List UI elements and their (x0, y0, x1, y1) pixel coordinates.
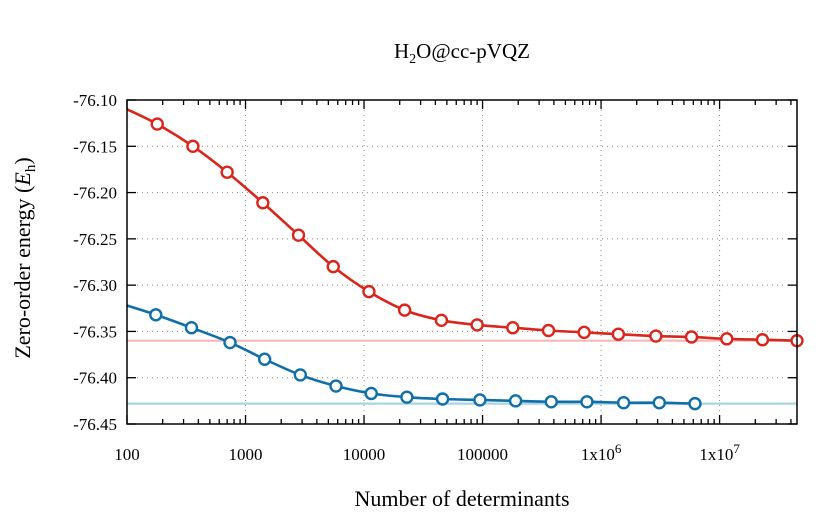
data-point (755, 333, 770, 347)
ylabel-subscript: h (23, 164, 39, 172)
data-point (470, 318, 484, 332)
data-point (434, 313, 449, 328)
x-tick-exponent: 6 (615, 441, 622, 456)
title-subscript: 2 (409, 52, 416, 67)
ticks (126, 99, 797, 425)
series-line (126, 108, 798, 342)
data-point (397, 303, 412, 317)
data-point (649, 329, 663, 343)
data-point (184, 321, 199, 335)
data-point (688, 396, 702, 411)
data-point (150, 117, 164, 131)
data-point (364, 386, 378, 401)
data-point (223, 335, 237, 350)
series-line (126, 304, 696, 405)
ylabel-italic: E (10, 172, 35, 187)
grid (127, 100, 797, 424)
y-tick-label: -76.20 (73, 184, 117, 203)
x-tick-label: 1000 (229, 445, 263, 464)
data-point (293, 368, 308, 382)
y-tick-label: -76.10 (73, 91, 117, 110)
data-point (220, 165, 234, 179)
y-tick-label: -76.15 (73, 137, 117, 156)
data-point (400, 390, 414, 404)
series-1 (126, 304, 702, 411)
data-point (326, 259, 340, 274)
plot-border (126, 99, 798, 425)
data-point (256, 196, 270, 210)
y-tick-label: -76.30 (73, 276, 117, 295)
ylabel-close: ) (10, 157, 35, 164)
data-point (473, 393, 487, 407)
y-tick-label: -76.25 (73, 230, 117, 249)
data-point (362, 284, 376, 299)
series-0 (126, 108, 804, 348)
x-tick-label: 1x106 (581, 441, 622, 464)
x-tick-label: 1x107 (699, 441, 740, 464)
x-tick-label: 10000 (343, 445, 386, 464)
y-tick-label: -76.45 (73, 415, 117, 434)
data-point (720, 332, 734, 346)
x-tick-exponent: 7 (733, 441, 740, 456)
data-point (257, 352, 272, 366)
data-point (329, 379, 343, 393)
data-point (577, 325, 591, 340)
data-point (435, 392, 450, 406)
data-point (541, 323, 556, 338)
data-point (544, 395, 558, 409)
ylabel-main: Zero-order energy ( (10, 186, 35, 359)
plot-frame (126, 99, 798, 425)
data-point (652, 396, 667, 410)
y-axis-label: Zero-order energy (Eh) (10, 157, 39, 358)
data-point (149, 308, 163, 322)
x-axis-label: Number of determinants (354, 486, 569, 511)
tick-labels: 100 1000 10000 100000 1x106 1x107 -76.10 -76.15… (73, 91, 740, 464)
x-tick-label: 100 (114, 445, 140, 464)
x-tick-label: 100000 (457, 445, 508, 464)
data-point (291, 228, 306, 242)
y-tick-label: -76.40 (73, 369, 117, 388)
data-point (508, 394, 523, 408)
title-main: H (394, 39, 409, 63)
data-point (684, 330, 699, 344)
data-point (506, 321, 520, 335)
reference-lines (127, 339, 797, 405)
y-tick-label: -76.35 (73, 322, 117, 341)
title-rest: O@cc-pVQZ (416, 39, 530, 63)
data-point (186, 139, 200, 153)
series-layer (126, 108, 804, 411)
data-point (580, 395, 594, 409)
data-point (616, 396, 631, 410)
data-point (611, 327, 626, 341)
chart-title: H2O@cc-pVQZ (394, 39, 530, 67)
